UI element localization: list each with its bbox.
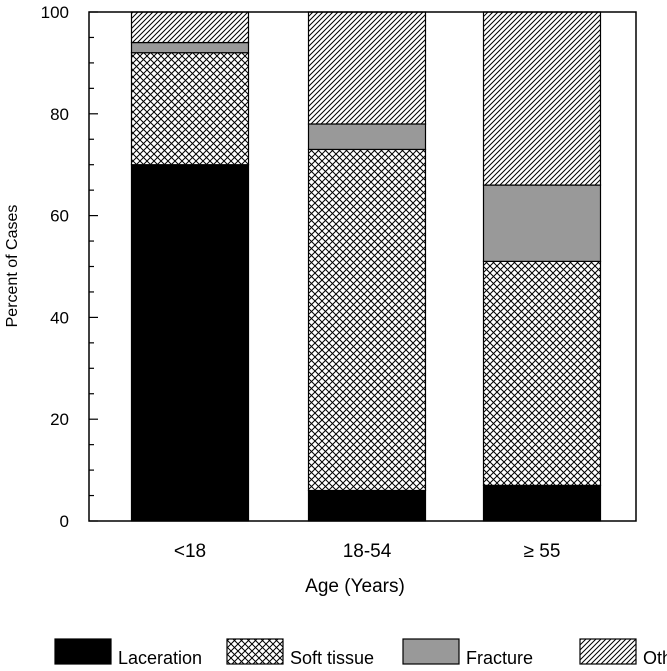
y-tick-label: 80 — [50, 105, 69, 124]
legend: Laceration Soft tissue Fracture Other — [54, 638, 667, 668]
bar-segment-fracture-1 — [130, 41, 250, 54]
bar-segment-laceration-1 — [130, 164, 250, 522]
legend-label-fracture: Fracture — [466, 648, 533, 668]
x-tick-label: <18 — [174, 541, 206, 562]
x-tick-label: ≥ 55 — [524, 541, 561, 562]
legend-label-soft-tissue: Soft tissue — [290, 648, 374, 668]
bar-segment-soft-tissue-2 — [307, 148, 427, 492]
y-tick-label: 40 — [50, 308, 69, 327]
legend-swatch-laceration — [54, 638, 112, 665]
bar-segment-fracture-3 — [482, 184, 602, 263]
y-axis-title: Percent of Cases — [4, 205, 21, 328]
bar-segment-other-2 — [307, 11, 427, 125]
y-tick-label: 20 — [50, 410, 69, 429]
x-axis-title: Age (Years) — [305, 576, 405, 597]
legend-swatch-soft-tissue — [226, 638, 284, 665]
bar-segment-fracture-2 — [307, 123, 427, 151]
x-tick-label: 18-54 — [343, 541, 392, 562]
y-tick-label: 100 — [41, 3, 69, 22]
legend-label-laceration: Laceration — [118, 648, 202, 668]
y-tick-label: 0 — [60, 512, 69, 531]
bar-segment-soft-tissue-1 — [130, 52, 250, 166]
legend-swatch-other — [579, 638, 637, 665]
bar-segment-soft-tissue-3 — [482, 260, 602, 486]
y-tick-label: 60 — [50, 207, 69, 226]
plot-area: 0 20 40 60 80 100 <18 18-54 ≥ 55 — [41, 3, 637, 562]
bar-segment-other-1 — [130, 11, 250, 44]
legend-label-other: Other — [643, 648, 667, 668]
bar-segment-other-3 — [482, 11, 602, 186]
legend-swatch-fracture — [402, 638, 460, 665]
